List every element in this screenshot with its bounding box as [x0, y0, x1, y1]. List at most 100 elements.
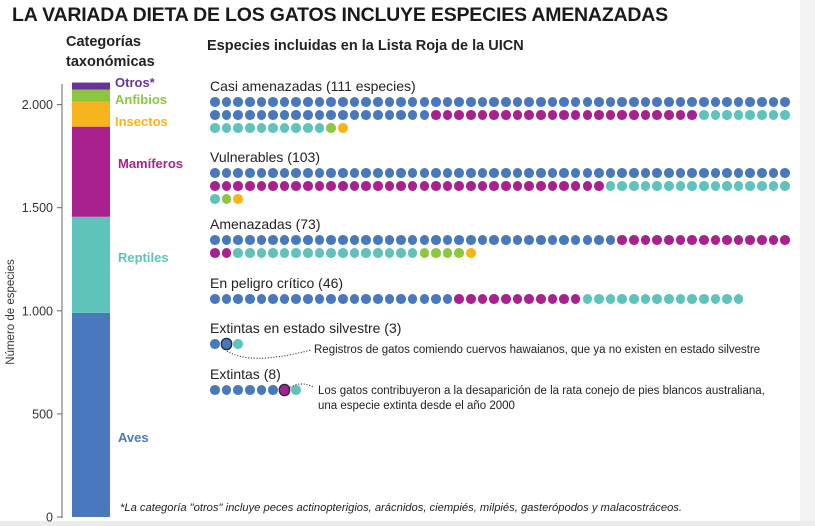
species-dot	[221, 385, 232, 395]
species-dot	[663, 168, 674, 178]
species-dot	[698, 181, 709, 191]
species-dot	[640, 294, 651, 304]
species-dot	[629, 168, 639, 178]
species-dot	[559, 97, 569, 107]
species-dot	[617, 235, 628, 245]
species-dot	[349, 248, 360, 258]
dot-row	[210, 385, 303, 397]
species-dot	[233, 123, 243, 133]
annotation-note: Registros de gatos comiendo cuervos hawa…	[314, 343, 760, 358]
species-dot	[501, 235, 511, 245]
annotation-line: una especie extinta desde el año 2000	[318, 400, 515, 412]
species-dot	[687, 294, 697, 304]
species-dot	[384, 248, 395, 258]
species-dot	[442, 235, 453, 245]
bar-segment-mamiferos	[72, 126, 110, 217]
species-dot	[722, 168, 732, 178]
species-dot	[477, 181, 488, 191]
species-dot	[454, 294, 465, 304]
species-dot	[268, 248, 278, 258]
species-dot	[244, 123, 255, 133]
species-dot	[768, 97, 779, 107]
species-dot	[780, 235, 790, 245]
species-dot	[338, 181, 348, 191]
dot-row	[210, 181, 792, 193]
species-dot	[291, 97, 302, 107]
species-dot	[757, 97, 767, 107]
species-dot	[663, 110, 674, 120]
species-dot	[268, 181, 278, 191]
species-dot	[338, 235, 348, 245]
left-header-line-2: taxonómicas	[66, 54, 155, 70]
species-dot	[535, 168, 546, 178]
species-dot	[210, 385, 220, 395]
species-dot	[233, 385, 243, 395]
dot-row	[210, 194, 792, 206]
species-dot	[698, 97, 709, 107]
species-dot	[582, 294, 593, 304]
species-dot	[314, 294, 325, 304]
species-dot	[570, 235, 581, 245]
species-dot	[652, 168, 662, 178]
species-dot	[582, 181, 593, 191]
species-dot	[291, 110, 302, 120]
species-dot	[419, 294, 430, 304]
species-dot	[559, 235, 569, 245]
species-dot	[349, 110, 360, 120]
species-dot	[617, 294, 628, 304]
species-dot	[338, 294, 348, 304]
species-dot	[419, 97, 430, 107]
y-tick-label: 1.000	[22, 304, 53, 318]
species-dot	[372, 248, 383, 258]
species-dot	[244, 110, 255, 120]
bar-segment-reptiles	[72, 216, 110, 313]
species-dot	[314, 168, 325, 178]
species-dot	[640, 181, 651, 191]
species-dot	[279, 123, 290, 133]
dot-row	[210, 294, 745, 306]
species-dot	[349, 97, 360, 107]
species-dot	[221, 181, 232, 191]
species-dot	[466, 168, 476, 178]
species-dot	[303, 294, 313, 304]
species-dot	[233, 235, 243, 245]
species-dot	[349, 294, 360, 304]
species-dot	[675, 294, 686, 304]
species-dot	[512, 181, 523, 191]
species-dot	[291, 123, 302, 133]
species-dot	[524, 235, 534, 245]
species-dot	[291, 235, 302, 245]
species-dot	[442, 168, 453, 178]
species-dot	[477, 168, 488, 178]
dot-group: Extintas en estado silvestre (3)	[210, 318, 401, 351]
species-dot	[442, 248, 453, 258]
species-dot	[256, 168, 267, 178]
species-dot	[431, 294, 441, 304]
y-tick-label: 0	[46, 511, 53, 525]
species-dot	[745, 181, 756, 191]
segment-label: Aves	[118, 430, 149, 445]
dot-group-label: En peligro crítico (46)	[210, 275, 344, 291]
species-dot	[279, 235, 290, 245]
species-dot	[698, 110, 709, 120]
species-dot	[431, 235, 441, 245]
species-dot	[221, 294, 232, 304]
species-dot	[372, 235, 383, 245]
species-dot	[466, 235, 476, 245]
species-dot	[605, 235, 616, 245]
species-dot	[722, 97, 732, 107]
species-dot	[303, 97, 313, 107]
annotation-line: Los gatos contribuyeron a la desaparició…	[318, 385, 765, 397]
species-dot	[512, 110, 523, 120]
species-dot	[314, 248, 325, 258]
species-dot	[640, 168, 651, 178]
species-dot	[454, 235, 465, 245]
species-dot	[442, 110, 453, 120]
species-dot	[617, 168, 628, 178]
species-dot	[594, 294, 604, 304]
species-dot	[617, 97, 628, 107]
species-dot	[221, 97, 232, 107]
species-dot	[256, 385, 267, 395]
left-panel-header: Categorías taxonómicas	[66, 32, 155, 72]
species-dot	[570, 110, 581, 120]
